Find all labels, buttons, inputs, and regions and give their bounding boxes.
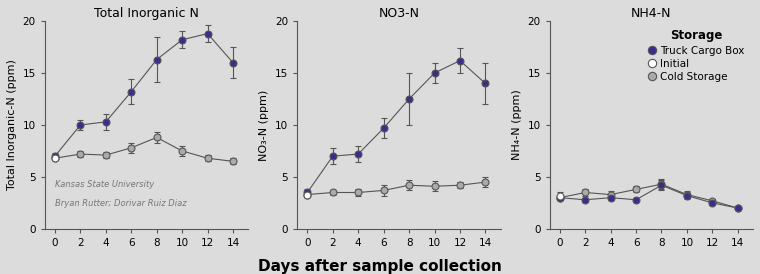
Y-axis label: NO₃-N (ppm): NO₃-N (ppm) [259, 89, 269, 161]
Y-axis label: NH₄-N (ppm): NH₄-N (ppm) [511, 90, 522, 160]
Title: NO3-N: NO3-N [378, 7, 420, 20]
Text: Kansas State University: Kansas State University [55, 180, 154, 189]
Legend: Truck Cargo Box, Initial, Cold Storage: Truck Cargo Box, Initial, Cold Storage [646, 26, 748, 85]
Title: NH4-N: NH4-N [631, 7, 672, 20]
Text: Days after sample collection: Days after sample collection [258, 259, 502, 274]
Y-axis label: Total Inorganic-N (ppm): Total Inorganic-N (ppm) [7, 59, 17, 190]
Title: Total Inorganic N: Total Inorganic N [94, 7, 199, 20]
Text: Bryan Rutter; Dorivar Ruiz Diaz: Bryan Rutter; Dorivar Ruiz Diaz [55, 199, 186, 208]
